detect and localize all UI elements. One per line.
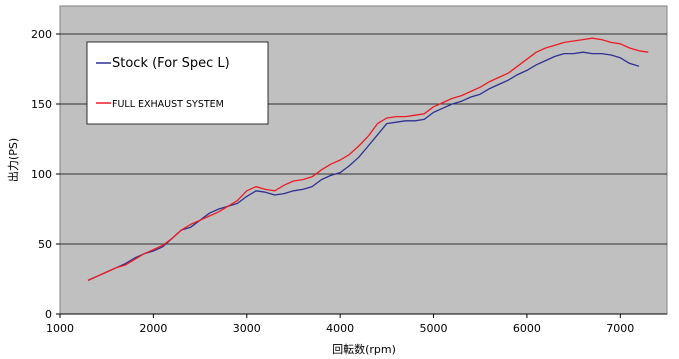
series-layer: [87, 37, 649, 281]
x-tick-label-2000: 2000: [139, 322, 167, 335]
x-tick-label-3000: 3000: [233, 322, 261, 335]
y-tick-label-0: 0: [45, 308, 52, 321]
y-axis-title: 出力(PS): [6, 138, 20, 182]
y-tick-label-200: 200: [31, 28, 52, 41]
legend-box: [86, 41, 269, 125]
axis-layer: 0 50 100 150 200 1000 2000 3000 4000 5000 6000 7000: [31, 28, 667, 335]
x-tick-label-1000: 1000: [46, 322, 74, 335]
y-tick-label-50: 50: [38, 238, 52, 251]
x-tick-label-7000: 7000: [606, 322, 634, 335]
series-line-1: [87, 37, 649, 281]
x-tick-label-6000: 6000: [513, 322, 541, 335]
y-tick-label-150: 150: [31, 98, 52, 111]
legend: Stock (For Spec L) FULL EXHAUST SYSTEM: [86, 41, 269, 125]
x-tick-label-4000: 4000: [326, 322, 354, 335]
legend-label-stock: Stock (For Spec L): [112, 56, 230, 71]
x-axis-title: 回転数(rpm): [332, 343, 396, 356]
x-tick-label-5000: 5000: [420, 322, 448, 335]
legend-label-full-exhaust: FULL EXHAUST SYSTEM: [112, 99, 224, 110]
y-tick-label-100: 100: [31, 168, 52, 181]
